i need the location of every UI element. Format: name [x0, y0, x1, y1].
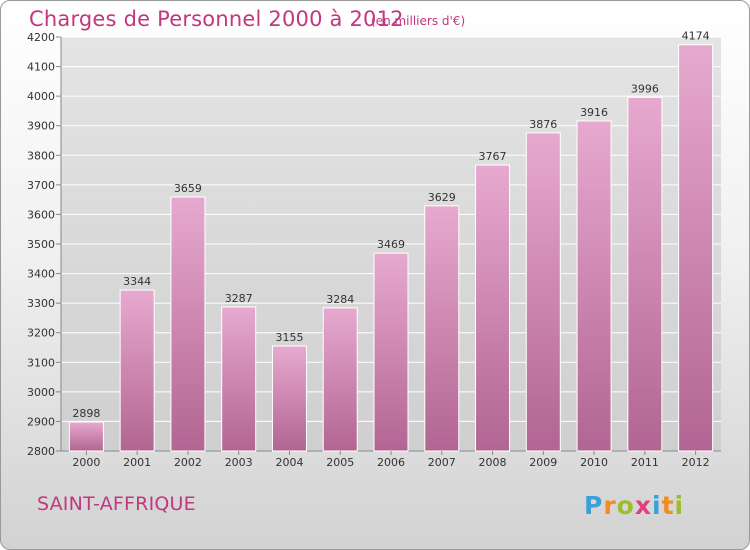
bar-2000	[68, 421, 104, 452]
bar-2001	[119, 289, 155, 452]
logo-letter: r	[603, 491, 617, 520]
y-tick-label: 3900	[27, 120, 55, 133]
logo-letter: x	[634, 491, 652, 520]
y-tick-label: 4200	[27, 31, 55, 44]
bar-2002	[170, 196, 206, 452]
place-name: SAINT-AFFRIQUE	[37, 493, 196, 515]
x-tick-label: 2000	[72, 456, 100, 469]
data-label: 3876	[529, 118, 557, 131]
bar-2005	[322, 307, 358, 452]
logo-letter: P	[584, 491, 604, 520]
data-label: 3155	[275, 331, 303, 344]
y-tick-label: 3700	[27, 179, 55, 192]
chart-title: Charges de Personnel 2000 à 2012	[29, 7, 404, 31]
data-label: 2898	[72, 407, 100, 420]
data-label: 3469	[377, 238, 405, 251]
y-tick-label: 4000	[27, 90, 55, 103]
data-label: 3767	[479, 150, 507, 163]
x-tick-label: 2003	[225, 456, 253, 469]
y-tick-label: 2900	[27, 415, 55, 428]
logo-letter: o	[616, 491, 635, 520]
proxiti-logo: Proxiti	[584, 491, 684, 520]
y-tick-label: 3300	[27, 297, 55, 310]
bar-2009	[525, 132, 561, 452]
y-tick-label: 3500	[27, 238, 55, 251]
y-tick-label: 4100	[27, 61, 55, 74]
bar-2004	[271, 345, 307, 452]
bar-2006	[373, 252, 409, 452]
logo-letter: i	[674, 491, 685, 520]
x-tick-label: 2010	[580, 456, 608, 469]
x-tick-label: 2009	[529, 456, 557, 469]
bar-2003	[221, 306, 257, 452]
logo-letter: t	[661, 491, 675, 520]
x-tick-label: 2004	[275, 456, 303, 469]
x-tick-label: 2012	[682, 456, 710, 469]
data-label: 3916	[580, 106, 608, 119]
bar-2007	[424, 205, 460, 452]
y-tick-label: 3600	[27, 208, 55, 221]
y-tick-label: 3400	[27, 268, 55, 281]
y-tick-label: 2800	[27, 445, 55, 458]
data-label: 3659	[174, 182, 202, 195]
bar-2008	[475, 164, 511, 452]
y-tick-label: 3100	[27, 356, 55, 369]
data-label: 3344	[123, 275, 151, 288]
x-tick-label: 2007	[428, 456, 456, 469]
data-label: 3629	[428, 191, 456, 204]
logo-letter: i	[652, 491, 662, 520]
x-tick-label: 2005	[326, 456, 354, 469]
x-tick-label: 2011	[631, 456, 659, 469]
data-label: 3996	[631, 82, 659, 95]
bar-2011	[627, 96, 663, 452]
bar-2010	[576, 120, 612, 452]
x-tick-label: 2006	[377, 456, 405, 469]
x-tick-label: 2008	[479, 456, 507, 469]
y-tick-label: 3200	[27, 327, 55, 340]
data-label: 4174	[682, 30, 710, 43]
x-tick-label: 2001	[123, 456, 151, 469]
y-tick-label: 3800	[27, 149, 55, 162]
x-tick-label: 2002	[174, 456, 202, 469]
bar-2012	[678, 44, 714, 452]
y-tick-label: 3000	[27, 386, 55, 399]
data-label: 3284	[326, 293, 354, 306]
data-label: 3287	[225, 292, 253, 305]
chart-unit: (en milliers d'€)	[371, 14, 466, 28]
